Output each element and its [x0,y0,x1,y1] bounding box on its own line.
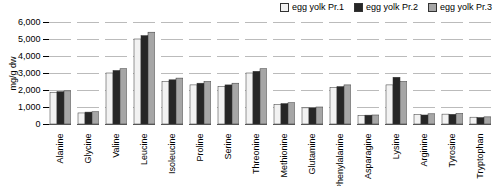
html-text:egg yolk Pr.3: egg yolk Pr.3 [440,2,492,12]
html-text:egg yolk Pr.2: egg yolk Pr.2 [365,2,418,12]
svg-text:Asparagine: Asparagine [363,134,373,180]
svg-text:Leucine: Leucine [139,134,149,166]
svg-text:Valine: Valine [111,134,121,158]
svg-text:1,000: 1,000 [18,102,41,112]
svg-text:Glutamine: Glutamine [307,134,317,175]
svg-text:Isoleucine: Isoleucine [167,134,177,175]
svg-text:4,000: 4,000 [18,51,41,61]
svg-text:0: 0 [35,119,40,129]
svg-text:Serine: Serine [223,134,233,160]
svg-text:6,000: 6,000 [18,17,41,27]
svg-text:Tryptophan: Tryptophan [475,134,485,179]
svg-text:2,000: 2,000 [18,85,41,95]
svg-text:Phenylalanine: Phenylalanine [335,134,345,187]
svg-text:Arginine: Arginine [419,134,429,167]
html-text:egg yolk Pr.1: egg yolk Pr.1 [291,2,344,12]
svg-text:Glycine: Glycine [83,134,93,164]
svg-text:Alanine: Alanine [55,134,65,164]
svg-text:Proline: Proline [195,134,205,162]
svg-text:3,000: 3,000 [18,68,41,78]
svg-text:mg/g dw: mg/g dw [8,56,18,91]
svg-text:Methionine: Methionine [279,134,289,178]
svg-text:Lysine: Lysine [391,134,401,160]
svg-text:Tyrosine: Tyrosine [447,134,457,168]
svg-text:5,000: 5,000 [18,34,41,44]
svg-text:Threonine: Threonine [251,134,261,175]
